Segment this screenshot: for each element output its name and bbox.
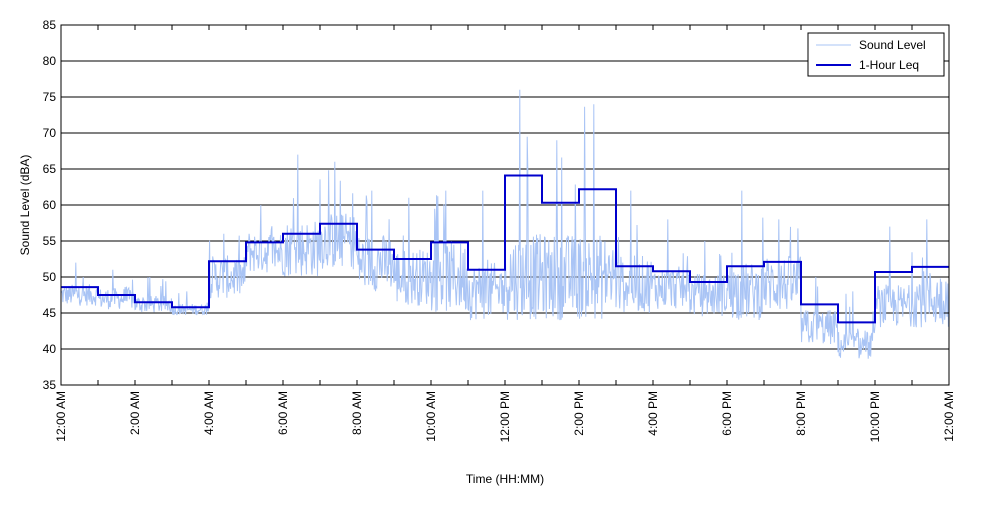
axis-layer: 35 40 45 50 55 60 65 70 75 80 85 12:00 AM 2:00 AM 4:0… — [43, 18, 956, 442]
y-tick-label: 65 — [43, 162, 57, 176]
x-tick-label: 6:00 PM — [720, 391, 734, 436]
legend-label-leq: 1-Hour Leq — [859, 58, 919, 72]
x-tick-label: 4:00 AM — [202, 391, 216, 435]
y-tick-label: 85 — [43, 18, 57, 32]
legend: Sound Level 1-Hour Leq — [807, 32, 945, 77]
y-axis-label: Sound Level (dBA) — [18, 155, 32, 256]
x-tick-label: 6:00 AM — [276, 391, 290, 435]
y-tick-label: 50 — [43, 270, 57, 284]
x-tick-label: 8:00 PM — [794, 391, 808, 436]
series-layer — [60, 89, 949, 359]
leq-step-line — [61, 174, 949, 324]
legend-box — [807, 32, 945, 77]
y-tick-label: 55 — [43, 234, 57, 248]
y-tick-label: 60 — [43, 198, 57, 212]
x-tick-label: 10:00 PM — [868, 391, 882, 442]
x-tick-label: 12:00 PM — [498, 391, 512, 442]
x-tick-label: 12:00 AM — [942, 391, 956, 442]
x-tick-label: 8:00 AM — [350, 391, 364, 435]
y-tick-label: 40 — [43, 342, 57, 356]
y-tick-label: 80 — [43, 54, 57, 68]
y-tick-label: 35 — [43, 378, 57, 392]
x-tick-label: 12:00 AM — [54, 391, 68, 442]
y-tick-label: 45 — [43, 306, 57, 320]
y-tick-label: 70 — [43, 126, 57, 140]
x-tick-label: 4:00 PM — [646, 391, 660, 436]
x-tick-label: 10:00 AM — [424, 391, 438, 442]
legend-label-sound-level: Sound Level — [859, 38, 926, 52]
y-tick-label: 75 — [43, 90, 57, 104]
x-axis-label: Time (HH:MM) — [466, 472, 544, 486]
x-tick-label: 2:00 PM — [572, 391, 586, 436]
x-tick-label: 2:00 AM — [128, 391, 142, 435]
